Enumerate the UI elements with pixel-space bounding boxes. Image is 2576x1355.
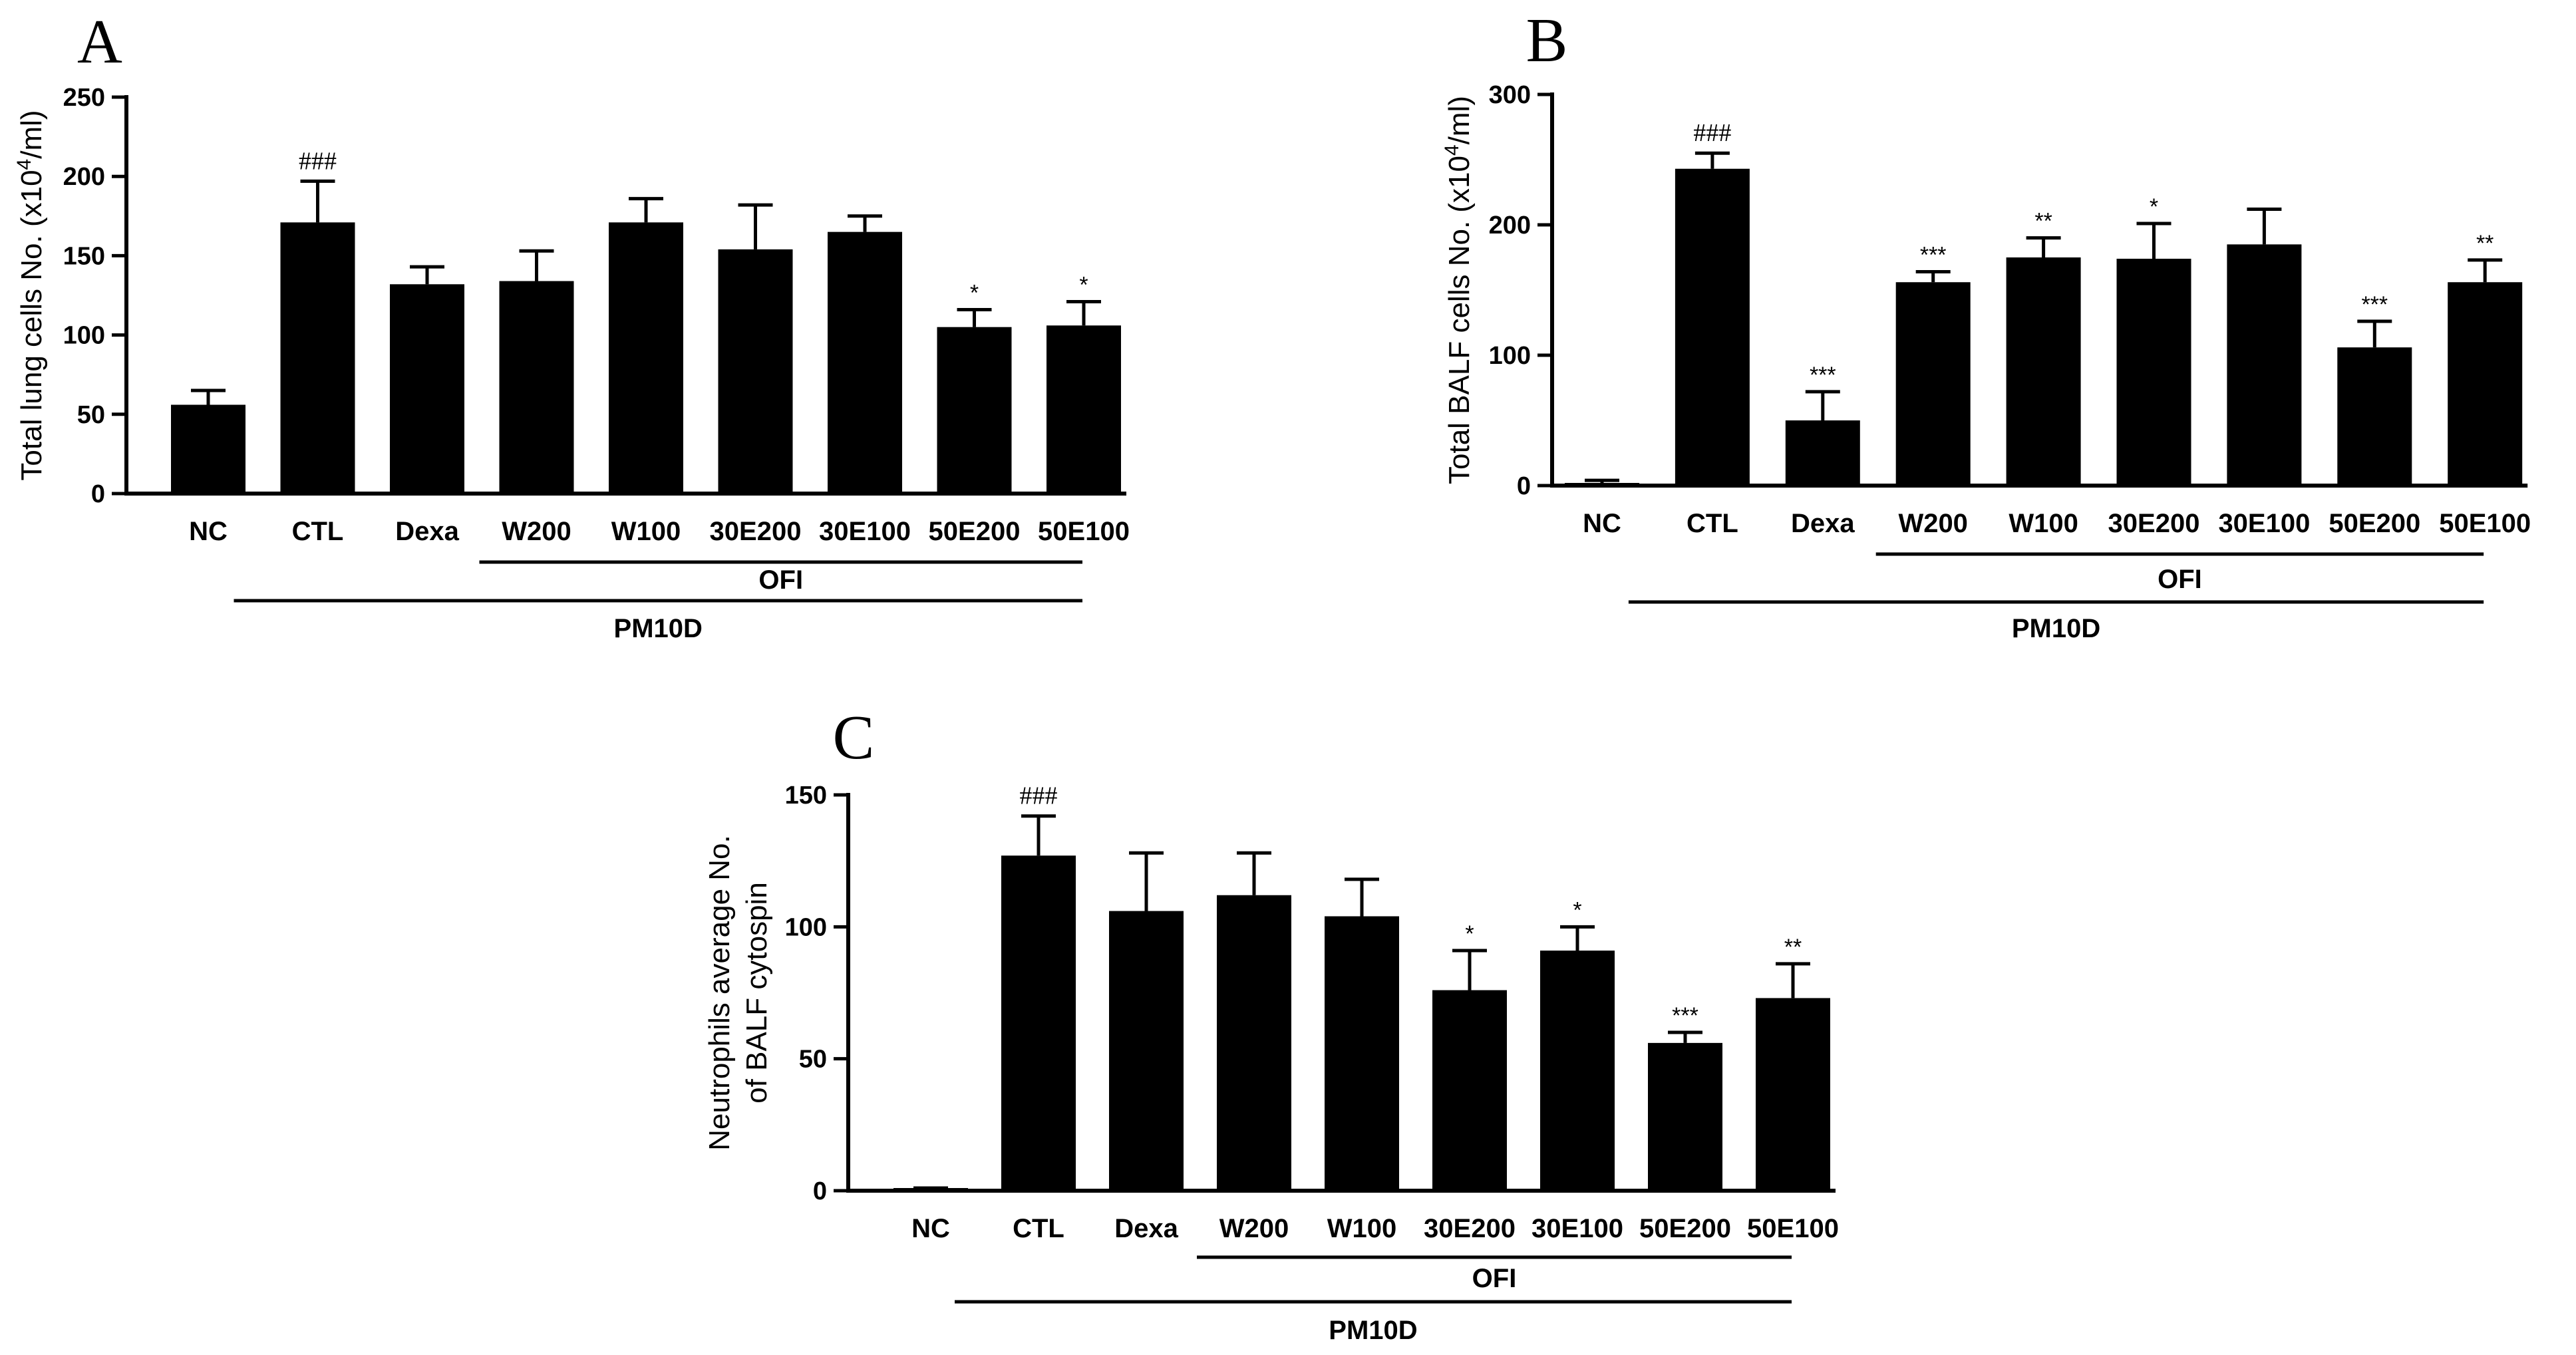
x-category-label: 50E100: [2439, 509, 2531, 538]
significance-label: ***: [1810, 363, 1836, 388]
bar-nc: [171, 404, 245, 494]
x-category-label: CTL: [1013, 1214, 1064, 1243]
x-category-label: NC: [911, 1214, 950, 1243]
bar-dexa: [1109, 911, 1184, 1191]
significance-label: **: [2476, 231, 2494, 256]
y-tick-label: 100: [1489, 342, 1531, 370]
bar-w200: [1895, 282, 1971, 486]
bar-ctl: [1675, 168, 1750, 486]
x-category-label: Dexa: [1114, 1214, 1178, 1243]
x-category-label: CTL: [292, 517, 344, 546]
bar-w200: [1217, 895, 1291, 1191]
y-tick-label: 150: [785, 782, 827, 810]
x-category-label: W200: [502, 517, 571, 546]
significance-label: *: [1079, 273, 1088, 298]
bar-dexa: [390, 284, 464, 494]
x-category-label: 30E100: [1531, 1214, 1623, 1243]
significance-label: ***: [1920, 243, 1947, 268]
panel-a-chart: A 0 50 100 150 200 250 Total lung cells No. (x1…: [13, 7, 1130, 643]
y-tick-label: 0: [1517, 472, 1531, 500]
panel-letter: C: [833, 703, 875, 772]
bar-30e100: [828, 231, 902, 494]
x-category-label: W200: [1219, 1214, 1289, 1243]
bar-50e200: [937, 327, 1012, 494]
x-category-label: NC: [189, 517, 228, 546]
bar-w100: [609, 222, 683, 494]
x-category-label: W200: [1898, 509, 1968, 538]
panel-c-chart: C 0 50 100 150 Neutrophils average No. of BALF…: [703, 703, 1839, 1345]
y-tick-label: 0: [91, 480, 105, 508]
significance-label: *: [970, 280, 979, 305]
y-tick-label: 200: [1489, 212, 1531, 239]
x-category-label: NC: [1583, 509, 1621, 538]
significance-label: *: [1465, 921, 1474, 947]
x-category-label: 50E200: [2329, 509, 2420, 538]
x-category-label: 30E200: [710, 517, 802, 546]
x-category-label: W100: [1327, 1214, 1397, 1243]
bar-50e100: [1756, 998, 1830, 1191]
significance-label: ###: [1020, 782, 1058, 810]
group-label-pm10d: PM10D: [2012, 614, 2100, 643]
y-axis-title-line-2: of BALF cytospin: [740, 882, 773, 1104]
bar-ctl: [280, 222, 355, 494]
significance-label: **: [2034, 209, 2052, 234]
y-axis-title: Total BALF cells No. (x104/ml): [1441, 96, 1476, 484]
x-category-label: Dexa: [395, 517, 459, 546]
bar-30e200: [1432, 990, 1507, 1191]
y-axis-title-line-1: Neutrophils average No.: [703, 835, 736, 1150]
x-category-label: 30E200: [1424, 1214, 1516, 1243]
x-category-label: 50E200: [1639, 1214, 1731, 1243]
y-tick-label: 100: [63, 322, 105, 350]
bar-nc: [1565, 483, 1639, 486]
x-category-label: 50E200: [929, 517, 1021, 546]
group-label-ofi: OFI: [1472, 1264, 1517, 1293]
group-label-ofi: OFI: [2158, 565, 2202, 594]
bar-30e200: [2116, 258, 2191, 486]
y-tick-label: 200: [63, 163, 105, 191]
significance-label: ###: [1693, 119, 1731, 147]
x-category-label: 30E200: [2108, 509, 2200, 538]
y-tick-label: 50: [77, 401, 105, 429]
x-category-label: 50E100: [1747, 1214, 1839, 1243]
x-category-label: 30E100: [819, 517, 911, 546]
panel-letter: A: [77, 7, 122, 76]
group-label-pm10d: PM10D: [1329, 1316, 1417, 1345]
x-category-label: W100: [611, 517, 681, 546]
bar-30e100: [2227, 244, 2302, 486]
bar-ctl: [1001, 855, 1076, 1191]
bar-w100: [1325, 916, 1399, 1191]
bar-50e100: [1046, 325, 1121, 494]
bar-w100: [2006, 257, 2081, 486]
bar-30e100: [1540, 951, 1615, 1191]
group-label-pm10d: PM10D: [614, 614, 703, 643]
significance-label: *: [1573, 897, 1581, 923]
y-tick-label: 150: [63, 242, 105, 270]
x-category-label: Dexa: [1791, 509, 1855, 538]
bar-50e100: [2448, 282, 2523, 486]
x-category-label: W100: [2009, 509, 2078, 538]
panel-b-chart: B 0 100 200 300 Total BALF cells No. (x104/ml…: [1441, 6, 2531, 643]
y-tick-label: 100: [785, 913, 827, 941]
bar-50e200: [1648, 1042, 1722, 1191]
significance-label: ***: [2361, 292, 2388, 317]
significance-label: ###: [299, 147, 337, 175]
x-category-label: CTL: [1687, 509, 1738, 538]
y-tick-label: 50: [799, 1046, 827, 1074]
significance-label: ***: [1672, 1003, 1698, 1028]
bar-dexa: [1785, 420, 1860, 486]
y-tick-label: 300: [1489, 81, 1531, 109]
x-category-label: 30E100: [2218, 509, 2310, 538]
y-tick-label: 0: [813, 1177, 827, 1205]
panel-letter: B: [1526, 6, 1568, 75]
y-axis-title: Total lung cells No. (x104/ml): [13, 110, 48, 480]
significance-label: **: [1784, 935, 1802, 960]
bar-30e200: [718, 249, 793, 494]
bar-w200: [499, 281, 574, 494]
significance-label: *: [2150, 194, 2158, 220]
group-label-ofi: OFI: [758, 565, 803, 595]
y-tick-label: 250: [63, 84, 105, 112]
x-category-label: 50E100: [1038, 517, 1130, 546]
bar-50e200: [2337, 347, 2412, 486]
